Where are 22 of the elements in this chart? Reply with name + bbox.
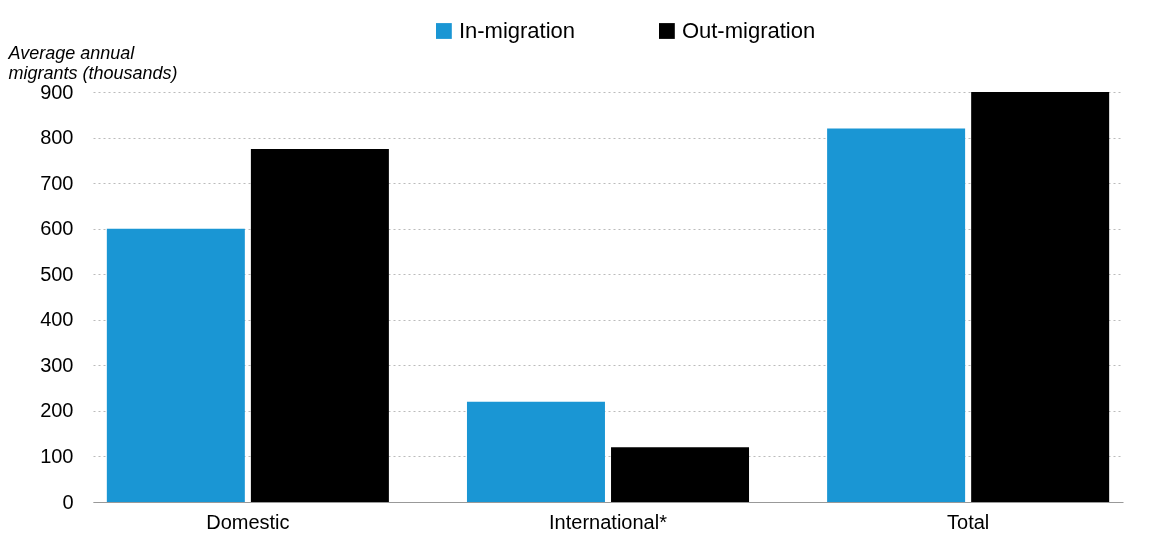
y-tick-label: 100 — [40, 444, 74, 467]
x-tick-label: International* — [549, 510, 668, 533]
y-tick-label: 500 — [40, 262, 74, 285]
y-tick-label: 700 — [40, 171, 74, 194]
y-tick-label: 0 — [62, 490, 74, 513]
y-tick-label: 300 — [40, 353, 74, 376]
legend-label: Out-migration — [681, 18, 816, 43]
bar — [827, 128, 966, 502]
bar — [466, 401, 605, 502]
y-tick-label: 200 — [40, 399, 74, 422]
y-tick-label: 400 — [40, 308, 74, 331]
bar — [611, 447, 750, 502]
bar — [971, 92, 1110, 502]
x-tick-label: Domestic — [206, 510, 290, 533]
bar — [250, 148, 389, 502]
y-tick-label: 800 — [40, 126, 74, 149]
y-tick-label: 900 — [40, 80, 74, 103]
legend-label: In-migration — [458, 18, 576, 43]
x-tick-label: Total — [947, 510, 990, 533]
bar — [106, 228, 245, 502]
y-axis-title: Average annual migrants (thousands) — [7, 42, 178, 83]
y-tick-label: 600 — [40, 217, 74, 240]
